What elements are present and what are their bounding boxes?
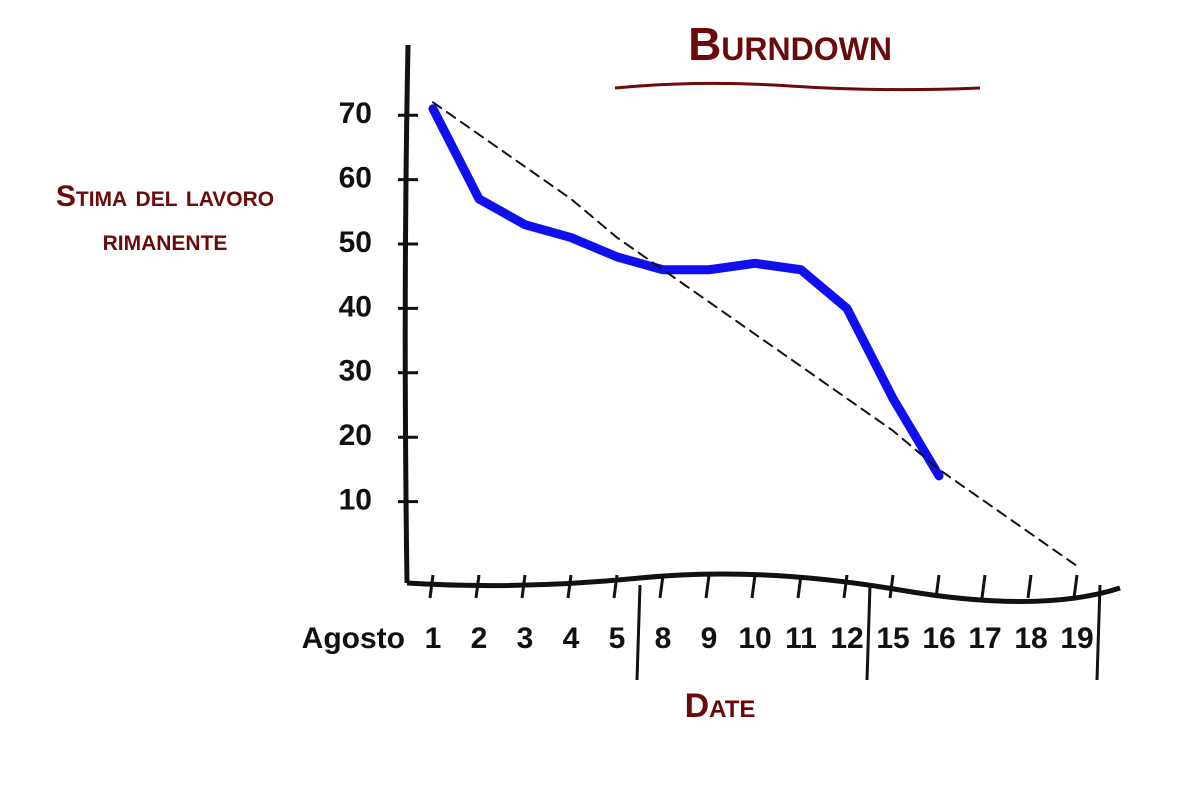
- x-tick: [796, 574, 803, 599]
- title-underline: [614, 81, 981, 92]
- week-separator: [635, 584, 642, 681]
- x-tick-label: 19: [1060, 622, 1093, 655]
- y-tick-label: 10: [339, 484, 372, 517]
- remaining-line: [428, 104, 944, 481]
- x-tick: [934, 574, 941, 599]
- x-tick: [704, 574, 711, 599]
- y-tick-label: 70: [339, 97, 372, 130]
- y-axis-label: Stima del lavoro rimanente: [55, 180, 275, 257]
- x-tick-label: 3: [517, 622, 534, 655]
- x-tick: [474, 574, 481, 599]
- x-tick: [566, 574, 573, 599]
- week-separator: [865, 584, 872, 681]
- x-tick: [842, 574, 849, 599]
- x-tick: [750, 574, 757, 599]
- x-tick-label: 5: [609, 622, 626, 655]
- x-tick-label: 2: [471, 622, 488, 655]
- y-tick-label: 20: [339, 419, 372, 452]
- x-tick: [1072, 574, 1079, 599]
- x-tick: [520, 574, 527, 599]
- x-tick-label: 4: [563, 622, 580, 655]
- x-tick: [980, 574, 987, 599]
- x-tick-label: 10: [738, 622, 771, 655]
- x-tick-label: 16: [922, 622, 955, 655]
- x-tick-label: 11: [785, 622, 817, 655]
- x-tick: [658, 574, 665, 599]
- x-tick-label: 8: [655, 622, 672, 655]
- x-tick: [612, 574, 619, 599]
- chart-title: Burndown: [688, 18, 892, 70]
- x-tick-label: 12: [830, 622, 863, 655]
- x-prefix: Agosto: [302, 622, 405, 655]
- x-tick: [428, 574, 435, 599]
- y-tick-label: 50: [339, 226, 372, 259]
- x-axis-label: Date: [685, 687, 756, 725]
- x-tick: [1026, 574, 1033, 599]
- x-axis: [406, 571, 1121, 605]
- x-tick-label: 18: [1014, 622, 1047, 655]
- x-tick-label: 9: [701, 622, 718, 655]
- y-tick-label: 30: [339, 355, 372, 388]
- x-tick-label: 15: [876, 622, 909, 655]
- y-tick-label: 40: [339, 290, 372, 323]
- x-tick: [888, 574, 895, 599]
- x-tick-label: 17: [968, 622, 1001, 655]
- x-tick-label: 1: [425, 622, 442, 655]
- ideal-line: [432, 101, 1078, 567]
- y-tick-label: 60: [339, 162, 372, 195]
- week-separator: [1095, 584, 1102, 681]
